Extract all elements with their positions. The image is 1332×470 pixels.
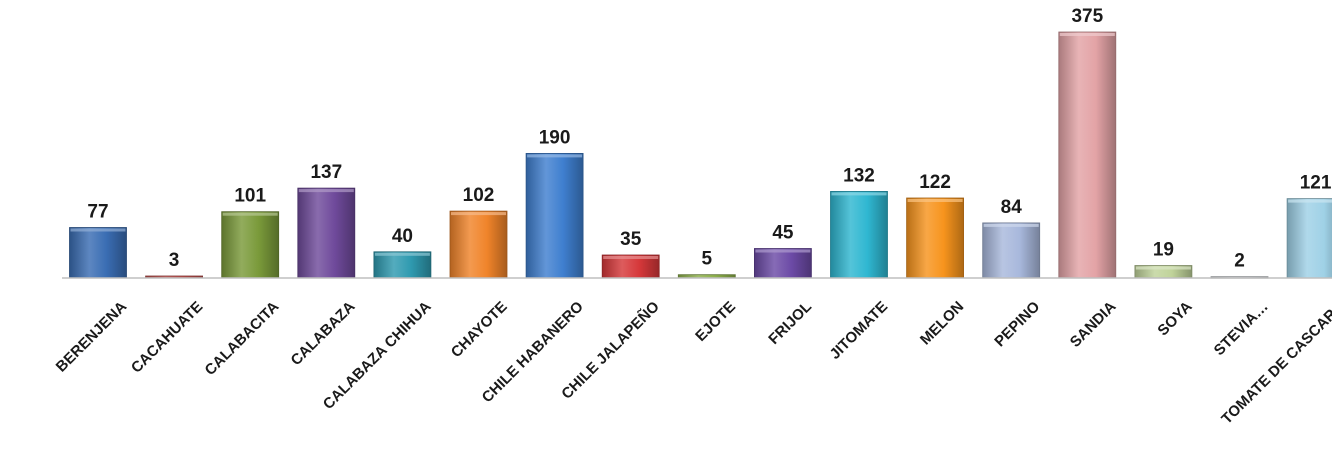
bar-jitomate: [830, 190, 888, 279]
value-label: 5: [702, 249, 713, 270]
category-label: CHAYOTE: [448, 298, 511, 361]
bar-sandia: [1058, 31, 1117, 279]
bar-berenjena: [69, 227, 127, 279]
category-label: SANDIA: [1067, 298, 1120, 351]
value-label: 121: [1300, 173, 1332, 194]
bar-calabaza-chihua: [373, 251, 432, 279]
bar-highlight: [70, 228, 126, 232]
category-label: CACAHUATE: [128, 298, 206, 376]
value-label: 40: [392, 226, 413, 247]
category-label: JITOMATE: [827, 298, 892, 363]
category-label: CALABACITA: [202, 298, 283, 379]
bar-melon: [906, 197, 964, 279]
category-label: TOMATE DE CASCARA: [1218, 298, 1332, 428]
bar-calabaza: [297, 187, 356, 279]
bar-highlight: [1059, 33, 1115, 36]
category-label: MELON: [917, 298, 967, 348]
bar-chayote: [449, 210, 508, 279]
category-label: CALABAZA: [288, 298, 359, 369]
bar-highlight: [1135, 266, 1191, 270]
value-label: 84: [1001, 197, 1023, 218]
value-label: 375: [1071, 6, 1103, 27]
bar-highlight: [831, 192, 887, 196]
bar-highlight: [451, 212, 506, 216]
category-label: STEVIA…: [1211, 298, 1272, 359]
bar-calabacita: [221, 211, 280, 279]
value-label: 77: [87, 202, 108, 223]
value-label: 101: [234, 186, 266, 207]
bar-chile-habanero: [525, 152, 584, 279]
value-label: 190: [539, 127, 571, 148]
bar-highlight: [222, 212, 278, 216]
bars-layer: [69, 31, 1332, 279]
category-label: PEPINO: [991, 298, 1043, 350]
bar-highlight: [374, 252, 430, 256]
bar-frijol: [754, 248, 812, 279]
category-label: FRIJOL: [765, 298, 815, 348]
bar-highlight: [983, 223, 1039, 227]
bar-highlight: [298, 189, 354, 193]
bar-pepino: [982, 222, 1041, 279]
value-label: 3: [169, 250, 180, 271]
value-label: 132: [843, 165, 875, 186]
value-label: 35: [620, 229, 642, 250]
bar-highlight: [755, 249, 811, 253]
value-label: 122: [919, 172, 951, 193]
category-label: BERENJENA: [53, 298, 131, 376]
bar-tomate-de-cascara: [1286, 198, 1332, 279]
value-label: 45: [772, 223, 794, 244]
bar-highlight: [527, 154, 583, 158]
bar-highlight: [907, 199, 963, 202]
value-label: 137: [310, 162, 342, 183]
value-label: 2: [1234, 251, 1245, 272]
category-label: SOYA: [1154, 298, 1195, 339]
bar-highlight: [603, 256, 659, 259]
category-label: EJOTE: [692, 298, 739, 345]
bar-highlight: [1288, 199, 1332, 203]
value-labels-layer: 77 3 101 137 40 102 190 35 5 45 132 122 84 375 19 2 121: [87, 6, 1331, 272]
value-label: 102: [463, 185, 495, 206]
value-label: 19: [1153, 240, 1174, 261]
